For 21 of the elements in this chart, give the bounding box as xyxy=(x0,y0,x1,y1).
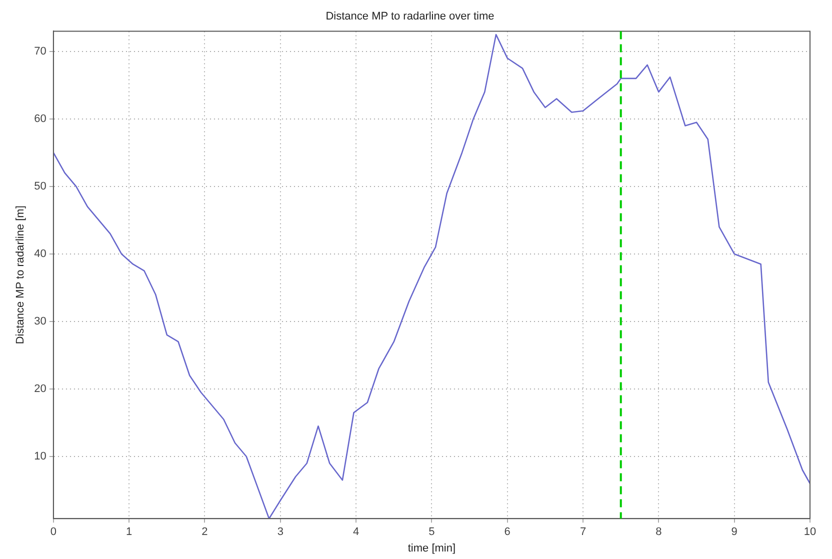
x-tick-label: 9 xyxy=(731,526,738,538)
x-tick-label: 3 xyxy=(277,526,284,538)
x-tick-label: 6 xyxy=(504,526,510,538)
y-axis-title: Distance MP to radarline [m] xyxy=(14,206,27,344)
y-tick-label: 40 xyxy=(34,248,46,260)
x-tick-label: 2 xyxy=(202,526,208,538)
y-tick-label: 70 xyxy=(34,45,46,58)
x-axis-title: time [min] xyxy=(408,542,456,554)
x-tick-label: 10 xyxy=(804,526,816,538)
x-tick-label: 1 xyxy=(126,526,132,538)
y-tick-label: 20 xyxy=(34,383,46,396)
x-tick-label: 0 xyxy=(50,526,56,538)
chart-title: Distance MP to radarline over time xyxy=(326,10,494,23)
y-tick-label: 30 xyxy=(34,316,46,328)
y-tick-label: 50 xyxy=(34,180,46,192)
x-tick-label: 7 xyxy=(580,526,586,538)
y-tick-label: 10 xyxy=(34,450,46,463)
x-tick-label: 5 xyxy=(428,526,435,538)
y-tick-label: 60 xyxy=(34,112,46,125)
x-tick-label: 4 xyxy=(353,526,360,538)
x-tick-label: 8 xyxy=(656,526,662,538)
